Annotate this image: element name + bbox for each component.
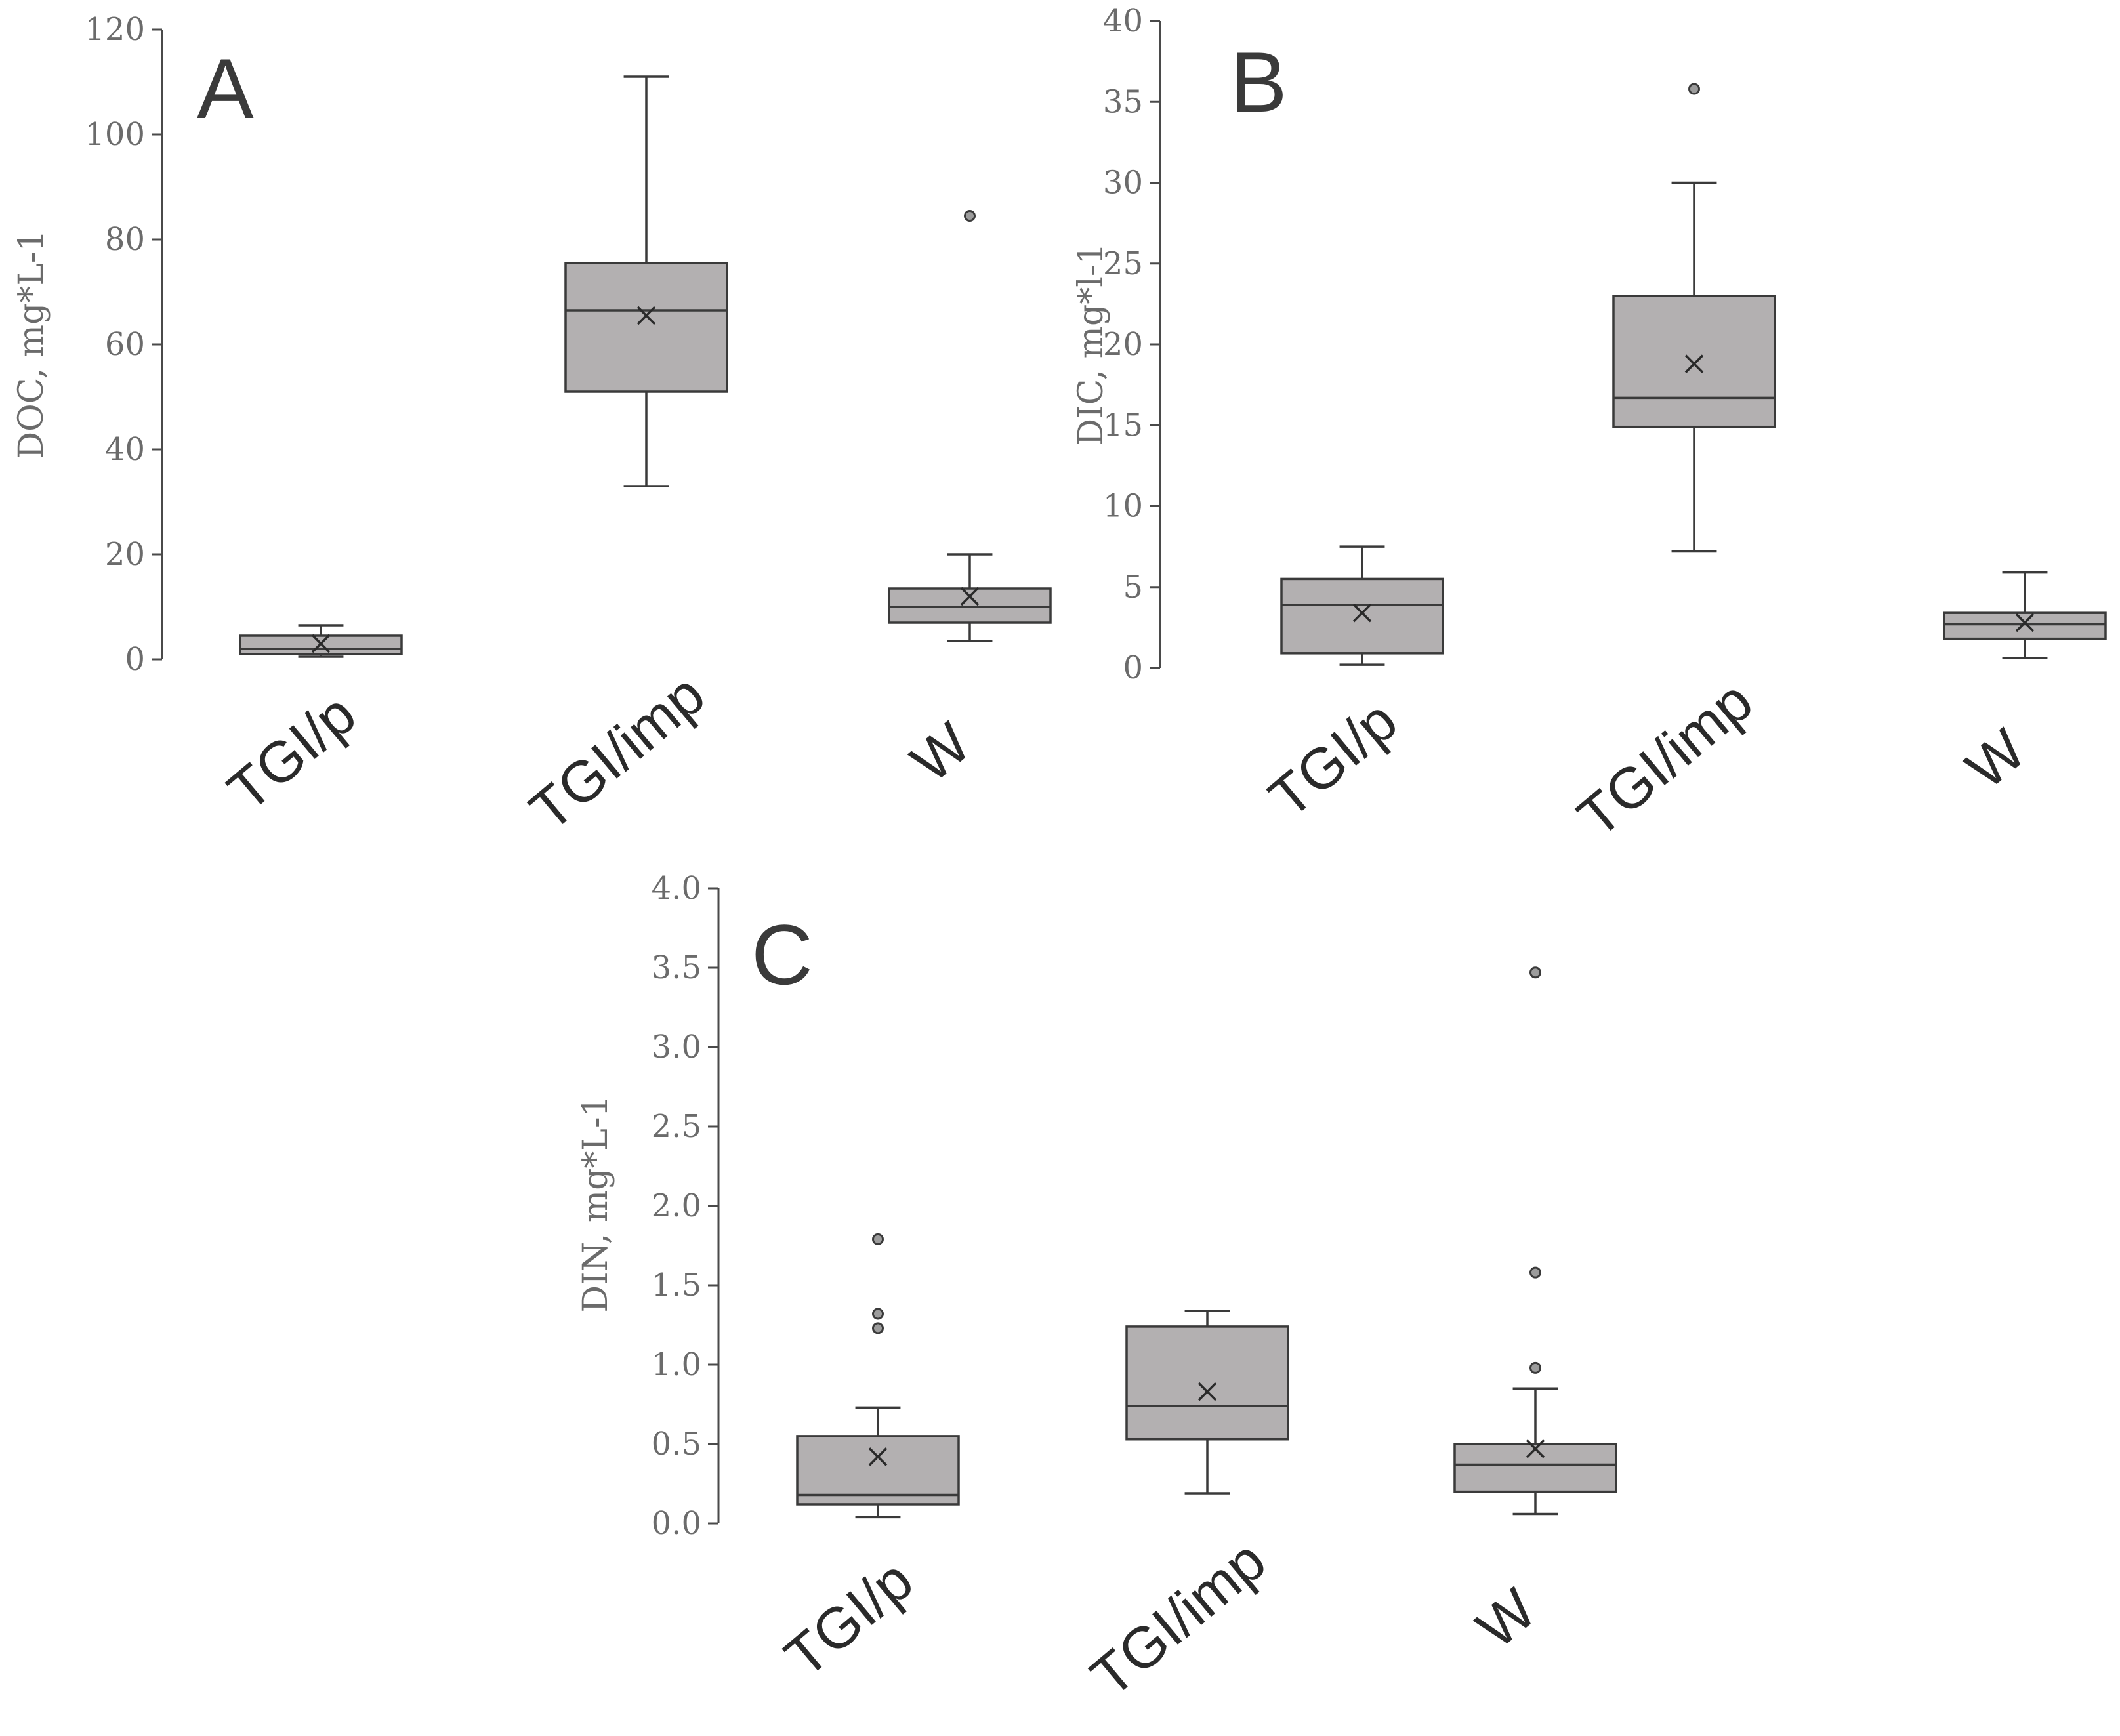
panel-c-y-tick-label: 0.5: [652, 1426, 701, 1462]
panel-c-letter: C: [751, 907, 813, 1002]
panel-c-y-tick-label: 0.0: [652, 1505, 701, 1542]
panel-c-w-category-label: W: [1465, 1576, 1548, 1661]
panel-c-w-mean-marker: [1526, 1439, 1545, 1458]
panel-b-y-tick-label: 25: [1103, 245, 1143, 282]
panel-a-y-tick-label: 100: [85, 116, 145, 153]
panel-c-tgi-p-outlier: [872, 1233, 884, 1245]
panel-b-y-tick-label: 30: [1103, 165, 1143, 201]
panel-c-tgi-p-outlier: [872, 1322, 884, 1334]
panel-a-w-outlier: [964, 210, 976, 222]
panel-c-y-tick-label: 4.0: [652, 870, 701, 907]
panel-a-tgi-p-category-label: TGI/p: [215, 681, 367, 823]
panel-a-y-tick-label: 80: [105, 221, 145, 258]
panel-b-tgi-imp-outlier: [1688, 83, 1700, 95]
panel-c-w-outlier: [1529, 1266, 1541, 1279]
panel-c-tgi-p-mean-marker: [868, 1447, 888, 1466]
panel-b-y-tick-label: 10: [1103, 488, 1143, 525]
panel-b: 0 5 10 15 20 25 30 35 40 DIC, mg*l-1 B TGI/p TGI/imp…: [1071, 3, 2107, 850]
panel-c-tgi-imp-mean-marker: [1197, 1382, 1217, 1401]
panel-c-w-outlier: [1529, 1361, 1541, 1374]
panel-b-y-tick-label: 40: [1103, 3, 1143, 39]
panel-b-y-axis-title: DIC, mg*l-1: [1071, 243, 1111, 445]
panel-b-tgi-p-mean-marker: [1352, 603, 1372, 623]
panel-a-w-mean-marker: [960, 587, 980, 606]
panel-b-y-tick-label: 20: [1103, 326, 1143, 363]
panel-c-w-outlier: [1529, 966, 1541, 979]
panel-a-w-box: [888, 587, 1052, 624]
panel-a-letter: A: [197, 41, 254, 136]
panel-c-y-axis-title: DIN, mg*L-1: [576, 1095, 615, 1312]
panel-c-w-box: [1453, 1443, 1617, 1493]
panel-b-y-tick-label: 35: [1103, 83, 1143, 120]
panel-b-tgi-p-category-label: TGI/p: [1257, 688, 1409, 830]
panel-c-y-tick-label: 1.5: [652, 1267, 701, 1304]
panel-b-w-box: [1943, 611, 2107, 640]
panel-b-tgi-imp-category-label: TGI/imp: [1566, 668, 1764, 850]
panel-c-y-tick-label: 3.0: [652, 1029, 701, 1065]
panel-a-tgi-imp-mean-marker: [636, 306, 656, 325]
panel-b-w-category-label: W: [1954, 716, 2037, 801]
panel-a-tgi-imp-category-label: TGI/imp: [518, 661, 717, 843]
panel-c-tgi-p-box: [796, 1435, 960, 1506]
panel-a-tgi-imp-box: [564, 262, 728, 393]
panel-c-tgi-p-category-label: TGI/p: [772, 1547, 925, 1689]
panel-c-tgi-imp-box: [1125, 1325, 1289, 1441]
panel-b-tgi-imp-mean-marker: [1684, 354, 1704, 373]
panel-c-tgi-p-outlier: [872, 1308, 884, 1320]
panel-c-y-tick-label: 2.5: [652, 1108, 701, 1145]
panel-b-y-tick-label: 15: [1103, 407, 1143, 444]
panel-b-letter: B: [1230, 34, 1287, 130]
panel-c-y-tick-label: 2.0: [652, 1188, 701, 1224]
panel-c-y-tick-label: 3.5: [652, 949, 701, 986]
panel-a-y-tick-label: 40: [105, 431, 145, 468]
panel-a-y-tick-label: 60: [105, 326, 145, 363]
panel-a-y-axis-title: DOC, mg*L-1: [12, 230, 51, 459]
panel-c-y-tick-label: 1.0: [652, 1346, 701, 1383]
panel-b-y-tick-label: 0: [1123, 650, 1143, 686]
panel-a-y-tick-label: 0: [125, 641, 145, 678]
panel-c-tgi-imp-category-label: TGI/imp: [1079, 1527, 1278, 1709]
panel-b-tgi-imp-box: [1612, 295, 1776, 428]
panel-a-w-category-label: W: [899, 710, 982, 795]
panel-a: 0 20 40 60 80 100 120 DOC, mg*L-1 A TGI/p TGI/imp W: [12, 11, 1052, 843]
panel-c: 0.0 0.5 1.0 1.5 2.0 2.5 3.0 3.5 4.0 DIN, mg*L-1 C T…: [576, 870, 1617, 1709]
panel-b-w-mean-marker: [2015, 613, 2035, 632]
panel-b-y-tick-label: 5: [1123, 569, 1143, 606]
panel-a-y-tick-label: 120: [85, 11, 145, 48]
panel-a-y-tick-label: 20: [105, 536, 145, 573]
panel-a-tgi-p-mean-marker: [311, 634, 331, 653]
panel-b-tgi-p-box: [1280, 577, 1444, 655]
